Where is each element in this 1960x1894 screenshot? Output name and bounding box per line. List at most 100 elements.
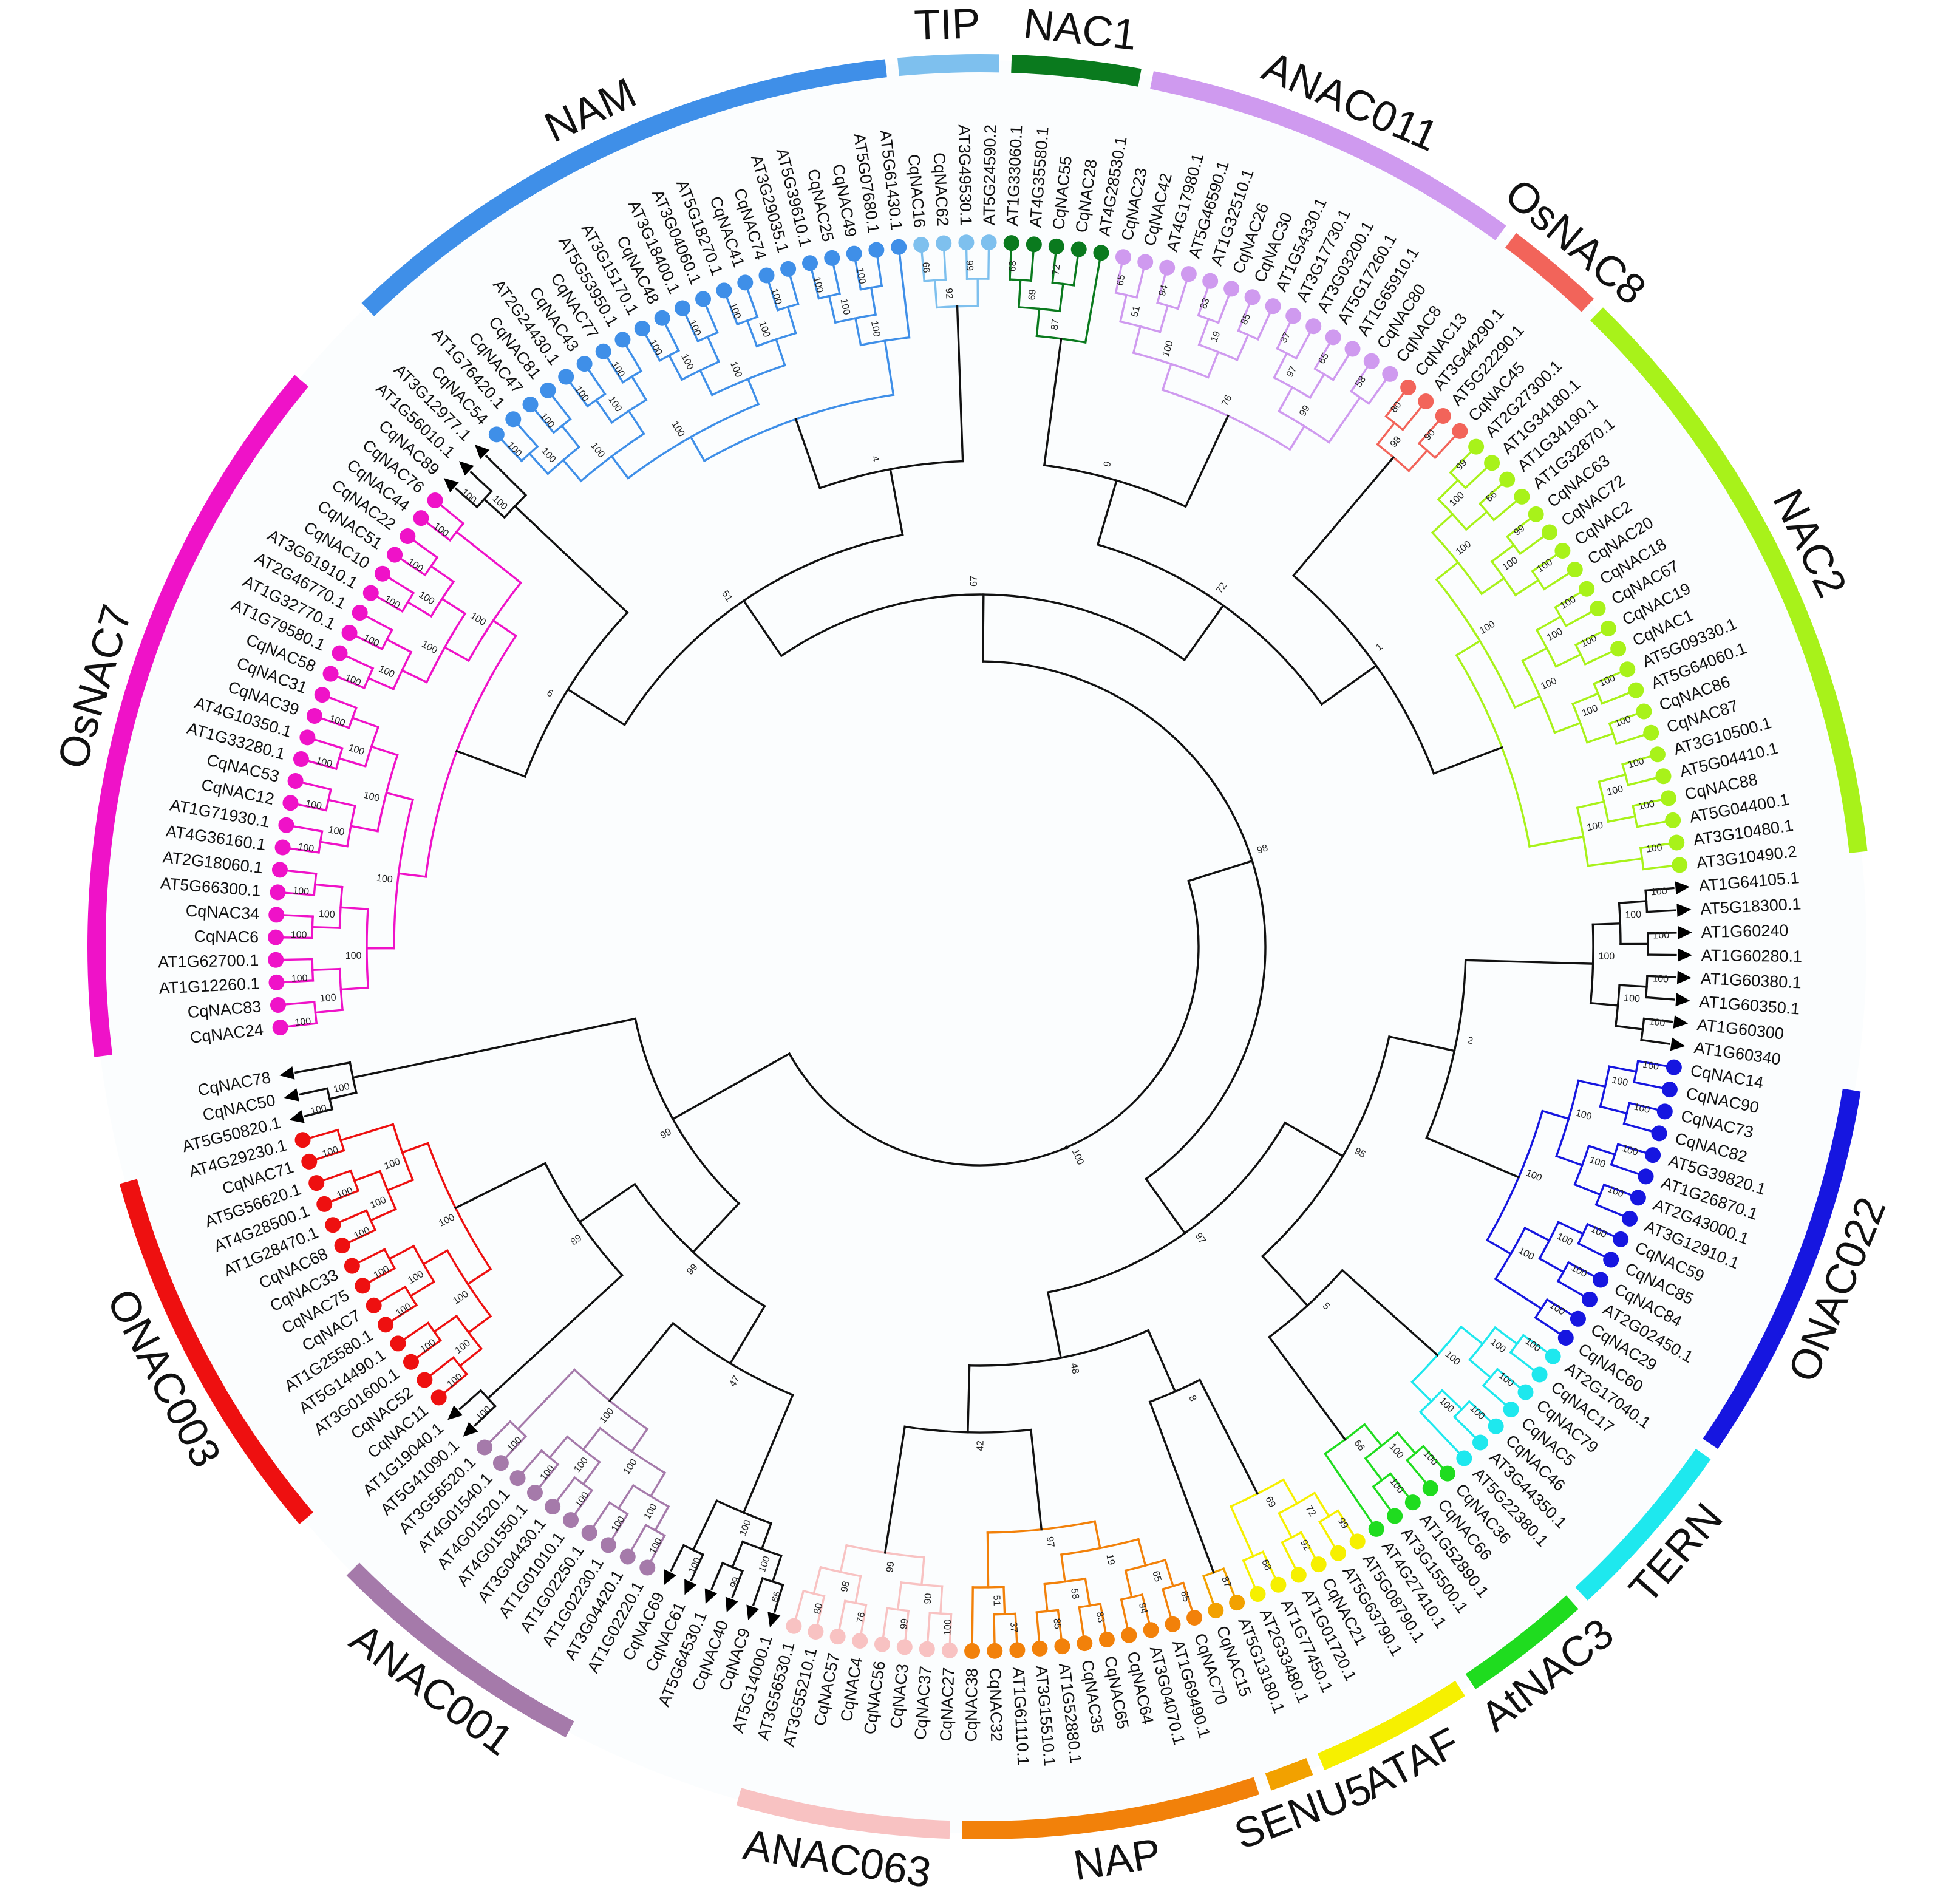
- branch: [353, 1170, 382, 1182]
- branch: [1078, 1606, 1085, 1637]
- branch: [1554, 591, 1581, 609]
- leaf-marker-dot: [964, 1643, 981, 1659]
- branch: [311, 967, 341, 971]
- branch: [1084, 260, 1101, 344]
- branch: [1261, 1550, 1276, 1579]
- branch: [455, 530, 523, 585]
- branch: [1571, 692, 1600, 706]
- branch: [606, 357, 625, 384]
- leaf-marker-dot: [293, 751, 309, 768]
- leaf-marker-triangle: [684, 1579, 697, 1595]
- branch: [1509, 1351, 1534, 1371]
- branch: [726, 297, 739, 326]
- branch: [1313, 343, 1330, 370]
- branch: [416, 1339, 442, 1358]
- branch: [1584, 651, 1612, 666]
- branch: [1639, 842, 1670, 850]
- leaf-label: CqNAC32: [986, 1667, 1006, 1742]
- branch: [1434, 435, 1456, 460]
- leaf-marker-dot: [891, 239, 907, 255]
- leaf-marker-dot: [1545, 1348, 1561, 1364]
- branch: [1645, 996, 1675, 1001]
- leaf-marker-dot: [1610, 641, 1627, 657]
- branch: [331, 1189, 360, 1202]
- branch: [1327, 396, 1362, 444]
- leaf-marker-dot: [1484, 455, 1500, 471]
- bootstrap-value: 76: [1220, 393, 1234, 407]
- clade-arc-osnac7: [87, 375, 309, 1057]
- bootstrap-value: 2: [1466, 1035, 1474, 1047]
- branch: [1622, 1122, 1653, 1133]
- leaf-marker-dot: [1382, 366, 1398, 382]
- branch: [319, 840, 349, 848]
- leaf-marker-dot: [1579, 581, 1595, 597]
- branch: [1452, 1415, 1476, 1439]
- bootstrap-value: 100: [854, 267, 867, 285]
- bootstrap-value: 100: [305, 799, 323, 812]
- leaf-marker-dot: [1387, 1508, 1403, 1524]
- branch: [1396, 1431, 1417, 1455]
- branch: [1642, 865, 1673, 871]
- branch: [789, 276, 800, 305]
- branch: [927, 1612, 931, 1642]
- branch: [731, 1569, 744, 1599]
- branch: [1159, 304, 1169, 333]
- leaf-marker-dot: [1208, 1603, 1224, 1619]
- clade-arc-nac1: [1011, 54, 1142, 87]
- branch: [795, 1589, 805, 1620]
- branch: [1137, 1538, 1147, 1567]
- leaf-marker-dot: [1643, 724, 1659, 741]
- branch: [426, 522, 452, 542]
- branch: [355, 635, 384, 651]
- branch: [1496, 1368, 1521, 1389]
- branch: [379, 1285, 407, 1303]
- clade-arc-nac2: [1590, 307, 1868, 853]
- leaf-marker-triangle: [1676, 903, 1692, 918]
- bootstrap-value: 100: [315, 755, 333, 770]
- branch: [298, 803, 328, 812]
- leaf-marker-dot: [268, 974, 285, 990]
- branch: [1256, 312, 1271, 341]
- leaf-marker-dot: [846, 245, 862, 262]
- branch: [560, 424, 581, 449]
- branch: [1002, 1586, 1006, 1616]
- leaf-marker-dot: [1159, 259, 1176, 276]
- branch: [742, 1393, 794, 1514]
- leaf-marker-triangle: [1676, 970, 1692, 984]
- branch: [611, 1513, 629, 1539]
- leaf-marker-dot: [695, 291, 712, 307]
- leaf-marker-dot: [344, 1258, 360, 1274]
- clade-arc-ataf: [1317, 1680, 1466, 1771]
- leaf-marker-dot: [913, 237, 930, 253]
- branch: [617, 1484, 635, 1510]
- leaf-marker-dot: [1638, 1168, 1654, 1185]
- leaf-label: AT3G49530.1: [955, 124, 975, 226]
- branch: [986, 1531, 990, 1589]
- branch: [1161, 1587, 1172, 1618]
- branch: [1455, 639, 1482, 657]
- branch: [1577, 1242, 1605, 1258]
- leaf-label: AT1G33060.1: [1003, 125, 1026, 227]
- leaf-marker-dot: [1003, 235, 1019, 251]
- leaf-marker-dot: [1452, 423, 1468, 439]
- branch: [534, 409, 556, 434]
- branch: [1523, 1226, 1551, 1242]
- leaf-marker-dot: [430, 1389, 447, 1406]
- leaf-marker-dot: [1672, 857, 1688, 873]
- leaf-marker-dot: [581, 1525, 597, 1541]
- bootstrap-value: 100: [1652, 973, 1669, 984]
- bootstrap-value: 92: [944, 288, 954, 299]
- branch: [1035, 307, 1041, 338]
- bootstrap-value: 99: [885, 1561, 896, 1573]
- branch: [443, 646, 471, 663]
- branch: [1615, 1024, 1644, 1030]
- leaf-marker-dot: [1665, 812, 1681, 828]
- branch: [971, 1586, 974, 1644]
- leaf-marker-triangle: [1675, 993, 1690, 1007]
- bootstrap-value: 100: [1611, 1075, 1629, 1088]
- bootstrap-value: 95: [1353, 1146, 1367, 1160]
- bootstrap-value: 51: [1129, 305, 1142, 318]
- branch: [698, 369, 714, 397]
- leaf-marker-dot: [1349, 1533, 1366, 1550]
